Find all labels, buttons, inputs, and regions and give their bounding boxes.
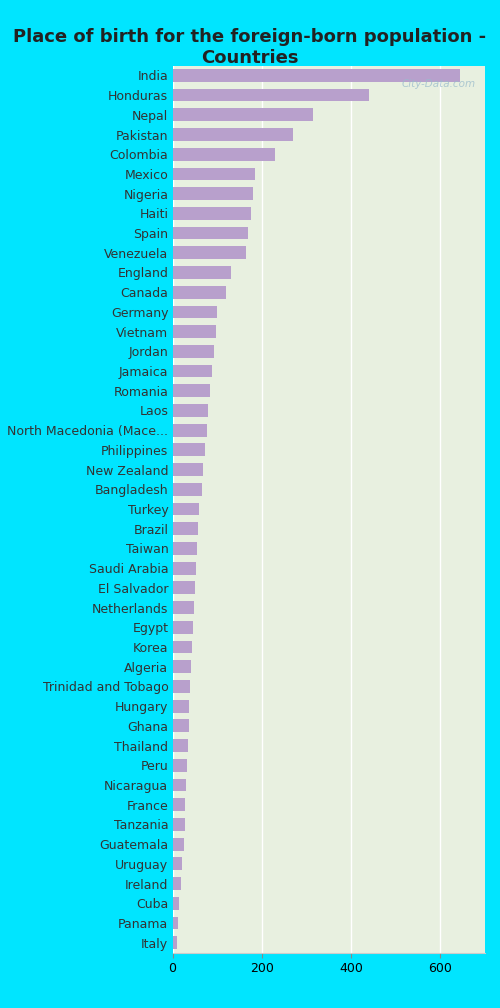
Bar (172, 483, 202, 496)
Bar (172, 266, 231, 279)
Bar (172, 522, 199, 535)
Bar (172, 739, 188, 752)
Bar (172, 305, 217, 319)
Bar (172, 404, 208, 417)
Bar (172, 759, 187, 772)
Bar (172, 227, 248, 240)
Bar (172, 680, 190, 692)
Bar (172, 916, 178, 929)
Bar (172, 561, 196, 575)
Bar (172, 877, 180, 890)
Bar (172, 69, 461, 82)
Bar (172, 503, 200, 515)
Bar (172, 936, 177, 950)
Bar (172, 542, 197, 554)
Bar (172, 286, 226, 298)
Bar (172, 109, 313, 121)
Bar (172, 464, 203, 476)
Bar (172, 641, 192, 653)
Bar (172, 345, 214, 358)
Bar (172, 326, 216, 338)
Bar (172, 660, 191, 673)
Bar (172, 582, 195, 595)
Bar (172, 89, 369, 102)
Bar (172, 384, 210, 397)
Bar (172, 858, 182, 870)
Bar (172, 720, 189, 732)
Bar (172, 187, 253, 200)
Bar (172, 838, 184, 851)
Bar (172, 128, 293, 141)
Bar (172, 365, 212, 377)
Bar (172, 148, 275, 160)
Bar (172, 246, 246, 259)
Bar (172, 423, 208, 436)
Bar (172, 167, 255, 180)
Bar (172, 778, 186, 791)
Text: City-Data.com: City-Data.com (402, 79, 475, 89)
Bar (172, 897, 179, 909)
Bar (172, 601, 194, 614)
Bar (172, 207, 250, 220)
Bar (172, 621, 193, 634)
Bar (172, 444, 204, 457)
Bar (172, 798, 186, 811)
Bar (172, 700, 190, 713)
Text: Place of birth for the foreign-born population -
Countries: Place of birth for the foreign-born popu… (14, 28, 486, 67)
Bar (172, 818, 184, 831)
